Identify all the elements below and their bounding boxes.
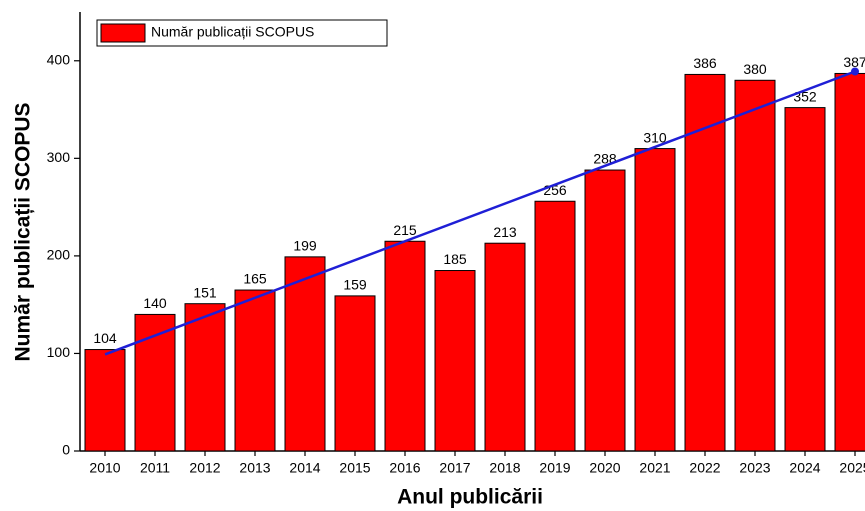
value-label: 387 bbox=[843, 54, 865, 70]
bar bbox=[284, 256, 326, 452]
legend: Număr publicații SCOPUS bbox=[96, 19, 388, 47]
x-tick-label: 2017 bbox=[439, 460, 470, 476]
x-tick-label: 2015 bbox=[339, 460, 370, 476]
trend-line bbox=[104, 70, 856, 356]
x-tick-label: 2020 bbox=[589, 460, 620, 476]
bar bbox=[334, 295, 376, 452]
bar bbox=[134, 313, 176, 452]
y-tick-label: 0 bbox=[62, 442, 70, 458]
y-tick-label: 400 bbox=[47, 51, 71, 67]
bar bbox=[234, 289, 276, 452]
x-tick-label: 2014 bbox=[289, 460, 320, 476]
x-tick-label: 2018 bbox=[489, 460, 520, 476]
x-tick-label: 2012 bbox=[189, 460, 220, 476]
bar bbox=[734, 79, 776, 452]
x-tick-label: 2024 bbox=[789, 460, 820, 476]
value-label: 215 bbox=[393, 222, 417, 238]
x-tick-label: 2025 bbox=[839, 460, 865, 476]
bar bbox=[834, 72, 865, 452]
x-tick-label: 2011 bbox=[140, 460, 170, 476]
y-tick-label: 200 bbox=[47, 247, 71, 263]
value-label: 104 bbox=[93, 330, 117, 346]
bar bbox=[684, 73, 726, 452]
value-label: 151 bbox=[193, 284, 217, 300]
value-label: 185 bbox=[443, 251, 467, 267]
bar bbox=[484, 242, 526, 452]
x-tick-label: 2022 bbox=[689, 460, 720, 476]
value-label: 140 bbox=[143, 295, 167, 311]
bar bbox=[784, 107, 826, 452]
value-label: 199 bbox=[293, 238, 317, 254]
x-tick-label: 2013 bbox=[239, 460, 270, 476]
bar bbox=[384, 240, 426, 452]
value-label: 165 bbox=[243, 271, 267, 287]
value-label: 386 bbox=[693, 55, 717, 71]
y-axis-title: Număr publicații SCOPUS bbox=[12, 102, 35, 361]
value-label: 380 bbox=[743, 61, 767, 77]
legend-label: Număr publicații SCOPUS bbox=[151, 24, 314, 40]
bar bbox=[584, 169, 626, 452]
x-tick-label: 2021 bbox=[639, 460, 670, 476]
value-label: 310 bbox=[643, 129, 667, 145]
bar bbox=[434, 270, 476, 452]
bar bbox=[534, 200, 576, 452]
bar bbox=[634, 148, 676, 452]
value-label: 213 bbox=[493, 224, 517, 240]
value-label: 159 bbox=[343, 277, 367, 293]
x-tick-label: 2010 bbox=[89, 460, 120, 476]
x-tick-label: 2023 bbox=[739, 460, 770, 476]
trend-end bbox=[851, 67, 859, 76]
bar bbox=[84, 349, 126, 452]
x-tick-label: 2019 bbox=[539, 460, 570, 476]
y-tick-label: 300 bbox=[47, 149, 71, 165]
bar bbox=[184, 303, 226, 452]
x-tick-label: 2016 bbox=[389, 460, 420, 476]
y-tick-label: 100 bbox=[47, 344, 71, 360]
legend-swatch bbox=[100, 23, 146, 43]
value-label: 288 bbox=[593, 151, 617, 167]
x-axis-title: Anul publicării bbox=[397, 486, 543, 509]
